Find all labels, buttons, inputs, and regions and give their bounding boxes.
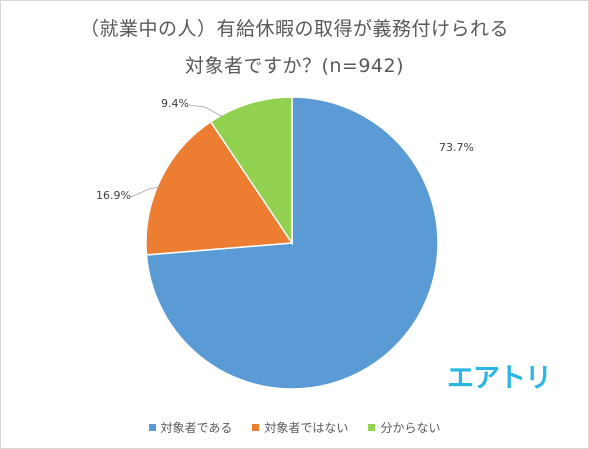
pie-slice-3 — [209, 96, 293, 246]
legend-label-2: 対象者ではない — [264, 421, 349, 435]
chart-title-line-1: （就業中の人）有給休暇の取得が義務付けられる — [79, 18, 509, 40]
chart-title-line-2: 対象者ですか？(n=942) — [184, 55, 405, 77]
leader-line-3 — [188, 104, 224, 118]
data-label-1: 73.7% — [439, 141, 474, 154]
chart-title: （就業中の人）有給休暇の取得が義務付けられる 対象者ですか？(n=942) — [1, 11, 588, 85]
legend-label-1: 対象者である — [160, 421, 233, 435]
legend-label-3: 分からない — [380, 421, 441, 435]
leader-line-2 — [130, 186, 160, 198]
data-label-3: 9.4% — [161, 97, 189, 110]
legend-swatch-2 — [252, 424, 260, 431]
pie-slice-2 — [145, 120, 294, 256]
legend-item-3: 分からない — [368, 419, 440, 436]
chart-legend: 対象者である 対象者ではない 分からない — [1, 419, 588, 436]
legend-swatch-3 — [368, 424, 376, 431]
data-label-2: 16.9% — [96, 189, 131, 202]
legend-swatch-1 — [148, 424, 156, 431]
airtrip-logo: エアトリ — [447, 363, 552, 394]
legend-item-1: 対象者である — [148, 419, 233, 436]
legend-item-2: 対象者ではない — [252, 419, 348, 436]
